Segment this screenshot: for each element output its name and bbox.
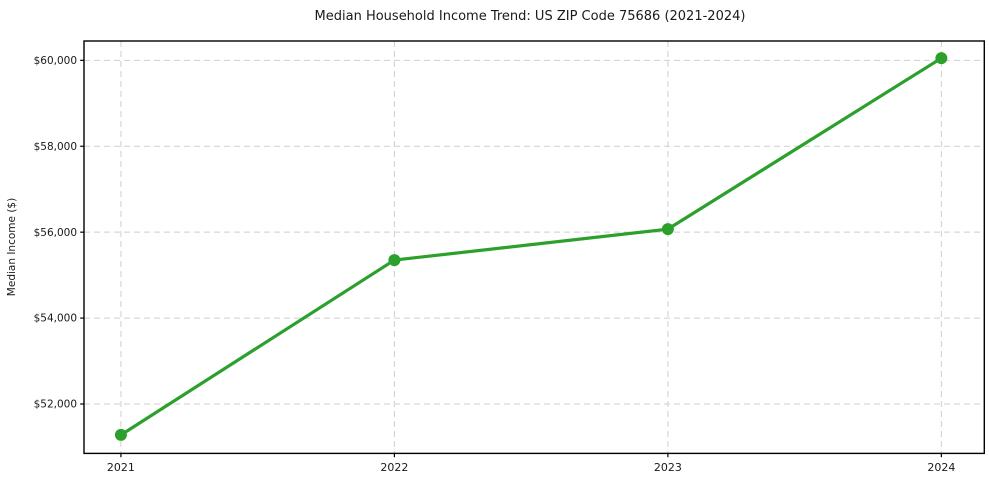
- data-point-2023: [661, 223, 674, 236]
- y-tick-label: $58,000: [34, 141, 77, 153]
- x-tick-label: 2022: [380, 461, 408, 474]
- trend-line: [119, 56, 943, 437]
- y-axis-label: Median Income ($): [6, 198, 18, 296]
- y-tick-label: $52,000: [34, 399, 77, 411]
- data-point-2024: [935, 52, 948, 65]
- income-trend-series: [114, 52, 948, 441]
- chart-title: Median Household Income Trend: US ZIP Co…: [315, 9, 746, 24]
- y-tick-label: $56,000: [34, 227, 77, 239]
- axis-ticks: $52,000 $54,000 $56,000 $58,000 $60,000 2021 2…: [34, 55, 956, 474]
- plot-area-border: [83, 40, 985, 455]
- data-point-2022: [388, 254, 401, 267]
- x-tick-label: 2023: [654, 461, 682, 474]
- x-tick-label: 2021: [107, 461, 135, 474]
- y-tick-label: $54,000: [34, 313, 77, 325]
- y-tick-label: $60,000: [34, 55, 77, 67]
- gridlines: [84, 41, 985, 454]
- data-point-2021: [114, 428, 127, 441]
- x-tick-label: 2024: [927, 461, 955, 474]
